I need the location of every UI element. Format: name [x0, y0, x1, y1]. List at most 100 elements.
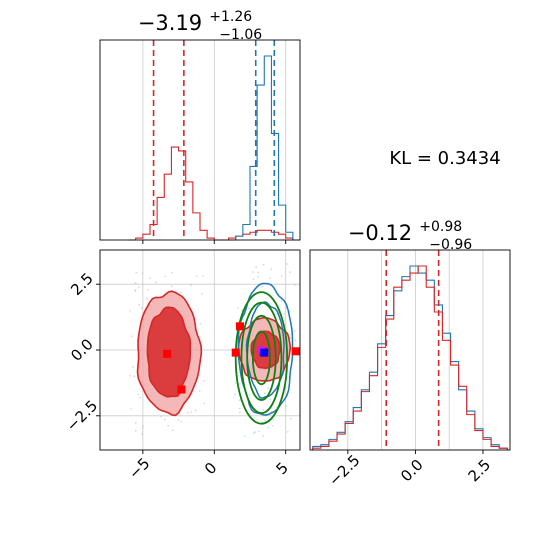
contour-scatter-point: [289, 417, 292, 420]
contour-scatter-point: [134, 422, 137, 424]
contour-scatter-point: [269, 398, 271, 401]
contour-scatter-point: [190, 284, 193, 286]
contour-scatter-point: [164, 290, 167, 293]
contour-scatter-point: [203, 380, 206, 383]
contour-scatter-point: [285, 404, 288, 407]
contour-scatter-point: [171, 429, 174, 432]
contour-scatter-point: [149, 277, 152, 280]
contour-panel: −5 0 5 −2.5 0.0 2.5: [63, 249, 301, 483]
top-hist-ticks: [142, 240, 287, 244]
right-hist-x-ticks: −2.5 0.0 2.5: [325, 450, 494, 490]
contour-scatter-point: [238, 407, 241, 410]
contour-scatter-point: [141, 272, 144, 275]
top-hist-quantiles: [152, 40, 276, 240]
right-hist-frame: [309, 249, 511, 451]
contour-scatter-point: [154, 281, 157, 284]
contour-scatter-point: [203, 402, 206, 405]
top-hist-frame: [99, 39, 301, 241]
right-title-main: −0.12: [348, 221, 412, 245]
contour-scatter-point: [261, 285, 264, 288]
top-title-sup: +1.26: [209, 9, 252, 25]
right-hist-series-1: [312, 265, 508, 450]
contour-green-ellipses: [234, 291, 289, 425]
right-hist-series: [312, 265, 508, 450]
contour-scatter-point: [272, 425, 274, 427]
contour-scatter-point: [186, 411, 189, 414]
contour-scatter-point: [195, 275, 198, 278]
contour-scatter-point: [283, 313, 285, 315]
contour-scatter-point: [146, 297, 149, 300]
contour-scatter-point: [199, 322, 202, 325]
green-ellipse-1: [240, 301, 283, 415]
contour-scatter-point: [132, 366, 134, 368]
contour-y-tick-label: −2.5: [63, 397, 101, 435]
contour-scatter-point: [293, 330, 296, 332]
contour-scatter-point: [190, 411, 193, 413]
contour-scatter-point: [280, 300, 283, 302]
contour-scatter-point: [248, 307, 250, 310]
contour-scatter-point: [234, 382, 237, 384]
red-square-marker: [163, 349, 172, 358]
contour-scatter-point: [294, 339, 297, 342]
contour-scatter-point: [164, 275, 167, 278]
contour-scatter-point: [286, 430, 289, 433]
contour-scatter-point: [180, 420, 182, 423]
contour-y-tick-label: 0.0: [67, 335, 97, 365]
contour-scatter-point: [141, 427, 144, 430]
contour-x-ticks: −5 0 5: [125, 450, 292, 483]
contour-scatter-point: [267, 387, 269, 390]
contour-scatter-point: [270, 268, 273, 271]
contour-scatter-point: [289, 337, 292, 340]
contour-scatter-point: [272, 418, 275, 421]
contour-scatter-point: [202, 275, 204, 277]
contour-scatter-point: [147, 289, 149, 291]
contour-scatter-point: [177, 419, 180, 422]
contour-scatter-point: [134, 429, 137, 432]
contour-scatter-point: [167, 424, 170, 427]
right-hist-x-tick-label: 0.0: [397, 456, 427, 486]
contour-scatter-point: [255, 266, 257, 268]
right-hist-series-0: [312, 265, 508, 450]
blue-square-marker: [260, 348, 269, 357]
contour-scatter-point: [194, 409, 197, 412]
contour-scatter-point: [238, 399, 241, 402]
contour-scatter-point: [198, 390, 201, 392]
contour-scatter-point: [201, 292, 204, 295]
contour-scatter-point: [171, 271, 174, 274]
contour-scatter-point: [238, 411, 241, 414]
right-hist-panel: −2.5 0.0 2.5 −0.12 +0.98 −0.96: [309, 219, 511, 490]
contour-scatter-point: [142, 425, 145, 427]
contour-scatter-point: [252, 271, 254, 273]
contour-scatter-point: [134, 289, 137, 292]
contour-scatter-point: [254, 431, 256, 433]
contour-scatter-point: [280, 275, 283, 278]
contour-scatter-point: [262, 435, 265, 438]
right-title-sub: −0.96: [429, 237, 472, 253]
contour-scatter-point: [269, 277, 272, 280]
contour-scatter-point: [138, 303, 141, 306]
contour-x-tick-label: 5: [272, 459, 291, 478]
contour-scatter-point: [137, 286, 140, 289]
top-title-main: −3.19: [138, 11, 202, 35]
contour-x-tick-label: 0: [201, 459, 220, 478]
kl-annotation: KL = 0.3434: [389, 148, 500, 169]
top-hist-series-0: [128, 146, 300, 241]
contour-scatter-point: [160, 415, 162, 418]
contour-scatter-point: [134, 282, 137, 284]
red-square-marker: [231, 348, 240, 357]
contour-markers: [163, 322, 300, 394]
contour-x-tick-label: −5: [125, 454, 153, 482]
contour-scatter-point: [238, 382, 241, 385]
top-hist-panel: −3.19 +1.26 −1.06: [99, 9, 301, 244]
contour-scatter-point: [128, 374, 131, 377]
red-square-marker: [177, 385, 186, 394]
contour-scatter-point: [130, 335, 133, 338]
contour-scatter-point: [141, 433, 144, 435]
contour-scatter-point: [263, 392, 266, 395]
contour-scatter-point: [262, 408, 265, 411]
contour-scatter-point: [289, 271, 291, 274]
contour-scatter-point: [257, 271, 260, 274]
contour-scatter-point: [130, 408, 133, 410]
right-title-sup: +0.98: [419, 219, 462, 235]
contour-scatter-point: [261, 420, 263, 423]
